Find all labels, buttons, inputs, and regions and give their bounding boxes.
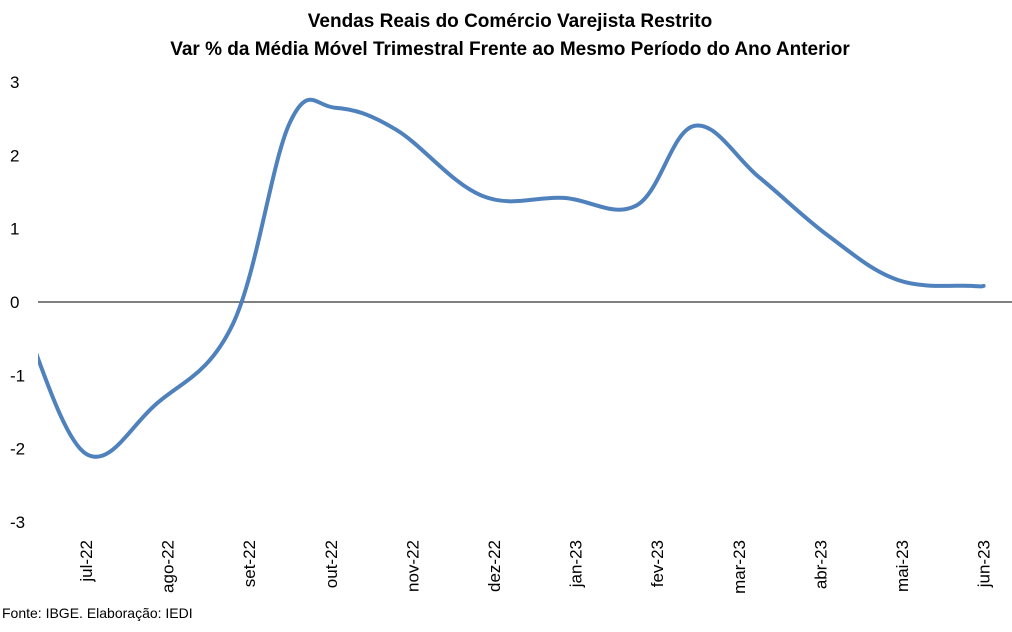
chart-subtitle: Var % da Média Móvel Trimestral Frente a…	[170, 39, 850, 60]
y-tick-label: 1	[10, 220, 19, 239]
x-tick-label: fev-23	[648, 540, 667, 587]
x-tick-label: dez-22	[485, 540, 504, 592]
x-tick-label: jan-23	[567, 540, 586, 588]
x-axis-ticks: jul-22 ago-22 set-22 out-22 nov-22 dez-22 jan-…	[77, 540, 994, 594]
source-note: Fonte: IBGE. Elaboração: IEDI	[2, 605, 193, 621]
x-tick-label: abr-23	[811, 540, 830, 589]
chart-title-line1: Vendas Reais do Comércio Varejista Restr…	[307, 11, 713, 32]
x-tick-label: mai-23	[893, 540, 912, 592]
x-tick-label: out-22	[322, 540, 341, 588]
y-tick-label: -3	[10, 513, 25, 532]
y-tick-label: -2	[10, 440, 25, 459]
y-axis-ticks: 3 2 1 0 -1 -2 -3	[10, 73, 25, 532]
x-tick-label: jun-23	[975, 540, 994, 588]
x-tick-label: set-22	[240, 540, 259, 587]
y-tick-label: 2	[10, 146, 19, 165]
chart-title: Vendas Reais do Comércio Varejista Restr…	[0, 8, 1012, 64]
series-line	[38, 97, 986, 459]
x-tick-label: ago-22	[159, 540, 178, 593]
y-tick-label: -1	[10, 366, 25, 385]
x-tick-label: mar-23	[730, 540, 749, 594]
y-tick-label: 3	[10, 73, 19, 92]
x-tick-label: nov-22	[403, 540, 422, 592]
y-tick-label: 0	[10, 293, 19, 312]
x-tick-label: jul-22	[77, 540, 96, 583]
